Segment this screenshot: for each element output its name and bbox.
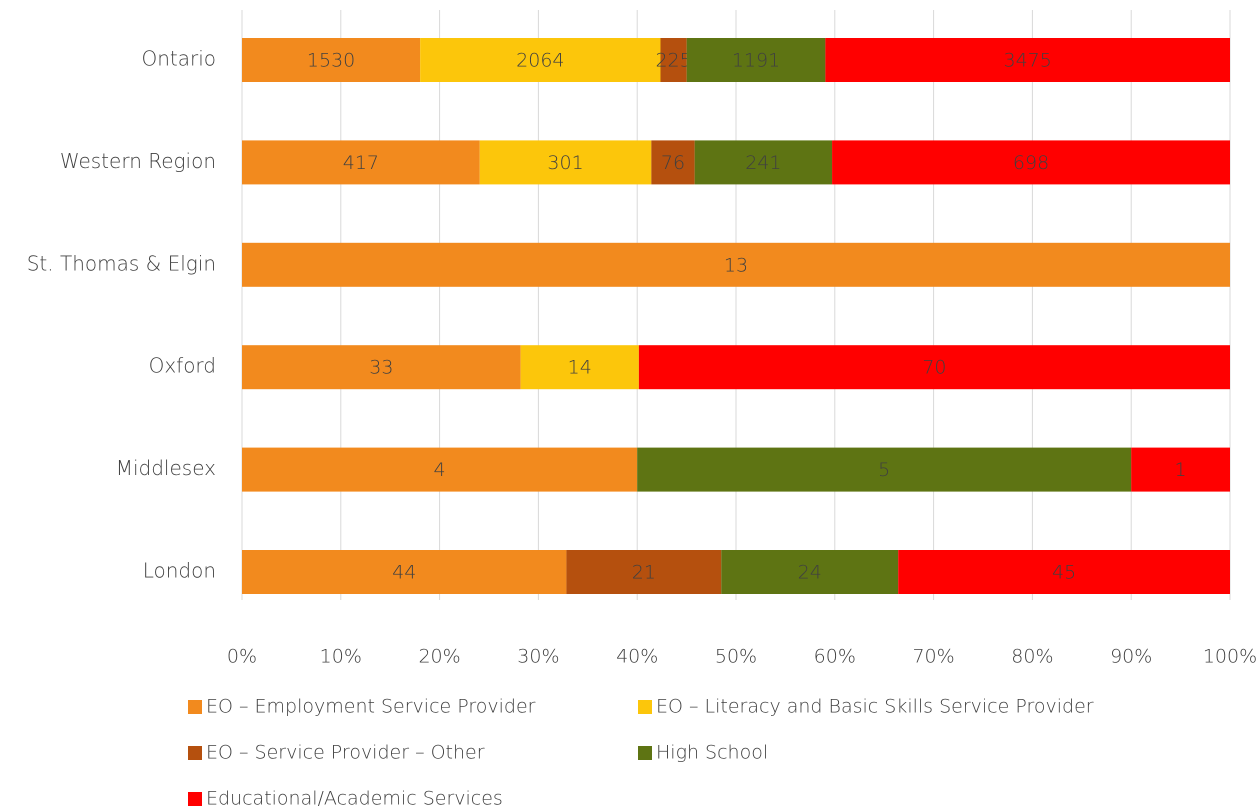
legend-label: Educational/Academic Services xyxy=(206,788,503,806)
legend-swatch xyxy=(188,792,202,806)
category-label: Western Region xyxy=(60,149,216,173)
x-tick-label: 10% xyxy=(320,646,362,668)
category-label: Ontario xyxy=(141,47,216,71)
x-tick-label: 40% xyxy=(616,646,658,668)
data-label: 13 xyxy=(724,254,748,276)
data-label: 1191 xyxy=(732,50,780,72)
x-tick-label: 30% xyxy=(517,646,559,668)
data-label: 24 xyxy=(798,562,822,584)
bar-segment xyxy=(1131,447,1230,492)
legend-label: EO – Employment Service Provider xyxy=(206,696,536,718)
bar-segment xyxy=(242,345,521,390)
data-label: 698 xyxy=(1013,152,1049,174)
bar-segment xyxy=(566,550,722,594)
category-label: London xyxy=(143,559,216,583)
bar-segment xyxy=(242,140,480,185)
data-label: 301 xyxy=(547,152,583,174)
bar-segment xyxy=(694,140,833,185)
legend-swatch xyxy=(188,700,202,714)
x-tick-label: 60% xyxy=(814,646,856,668)
data-label: 1530 xyxy=(307,50,355,72)
bar-segment xyxy=(242,550,567,594)
bar-segment xyxy=(520,345,639,390)
data-label: 3475 xyxy=(1004,50,1052,72)
x-tick-label: 80% xyxy=(1011,646,1053,668)
data-label: 241 xyxy=(745,152,781,174)
data-label: 5 xyxy=(878,459,890,481)
bar-segment xyxy=(479,140,652,185)
category-label: Middlesex xyxy=(116,456,216,480)
x-tick-label: 100% xyxy=(1203,646,1257,668)
legend-label: EO – Literacy and Basic Skills Service P… xyxy=(656,696,1094,718)
category-label: Oxford xyxy=(149,354,216,378)
bar-segment xyxy=(242,242,1230,287)
legend-label: High School xyxy=(656,742,768,764)
data-label: 76 xyxy=(661,152,685,174)
legend-swatch xyxy=(638,746,652,760)
data-label: 1 xyxy=(1175,459,1187,481)
bar-segment xyxy=(825,38,1230,82)
bar-segment xyxy=(898,550,1230,594)
x-tick-label: 0% xyxy=(227,646,257,668)
legend-swatch xyxy=(188,746,202,760)
x-tick-label: 50% xyxy=(715,646,757,668)
category-label: St. Thomas & Elgin xyxy=(27,251,216,275)
bar-segment xyxy=(832,140,1230,185)
bar-segment xyxy=(651,140,695,185)
data-label: 44 xyxy=(392,562,416,584)
x-tick-label: 20% xyxy=(418,646,460,668)
bar-segment xyxy=(638,345,1230,390)
bar-segment xyxy=(660,38,687,82)
bar-segment xyxy=(242,38,421,82)
data-label: 33 xyxy=(369,357,393,379)
data-label: 45 xyxy=(1052,562,1076,584)
bar-segment xyxy=(686,38,826,82)
data-label: 14 xyxy=(568,357,592,379)
x-tick-label: 90% xyxy=(1110,646,1152,668)
bar-segment xyxy=(242,447,638,492)
legend-label: EO – Service Provider – Other xyxy=(206,742,485,764)
data-label: 4 xyxy=(434,459,446,481)
bar-segment xyxy=(637,447,1132,492)
data-label: 2064 xyxy=(516,50,564,72)
data-label: 417 xyxy=(343,152,379,174)
bar-segment xyxy=(420,38,661,82)
data-label: 70 xyxy=(922,357,946,379)
legend-swatch xyxy=(638,700,652,714)
data-label: 21 xyxy=(632,562,656,584)
data-label: 225 xyxy=(655,50,691,72)
bar-segment xyxy=(721,550,899,594)
x-tick-label: 70% xyxy=(912,646,954,668)
